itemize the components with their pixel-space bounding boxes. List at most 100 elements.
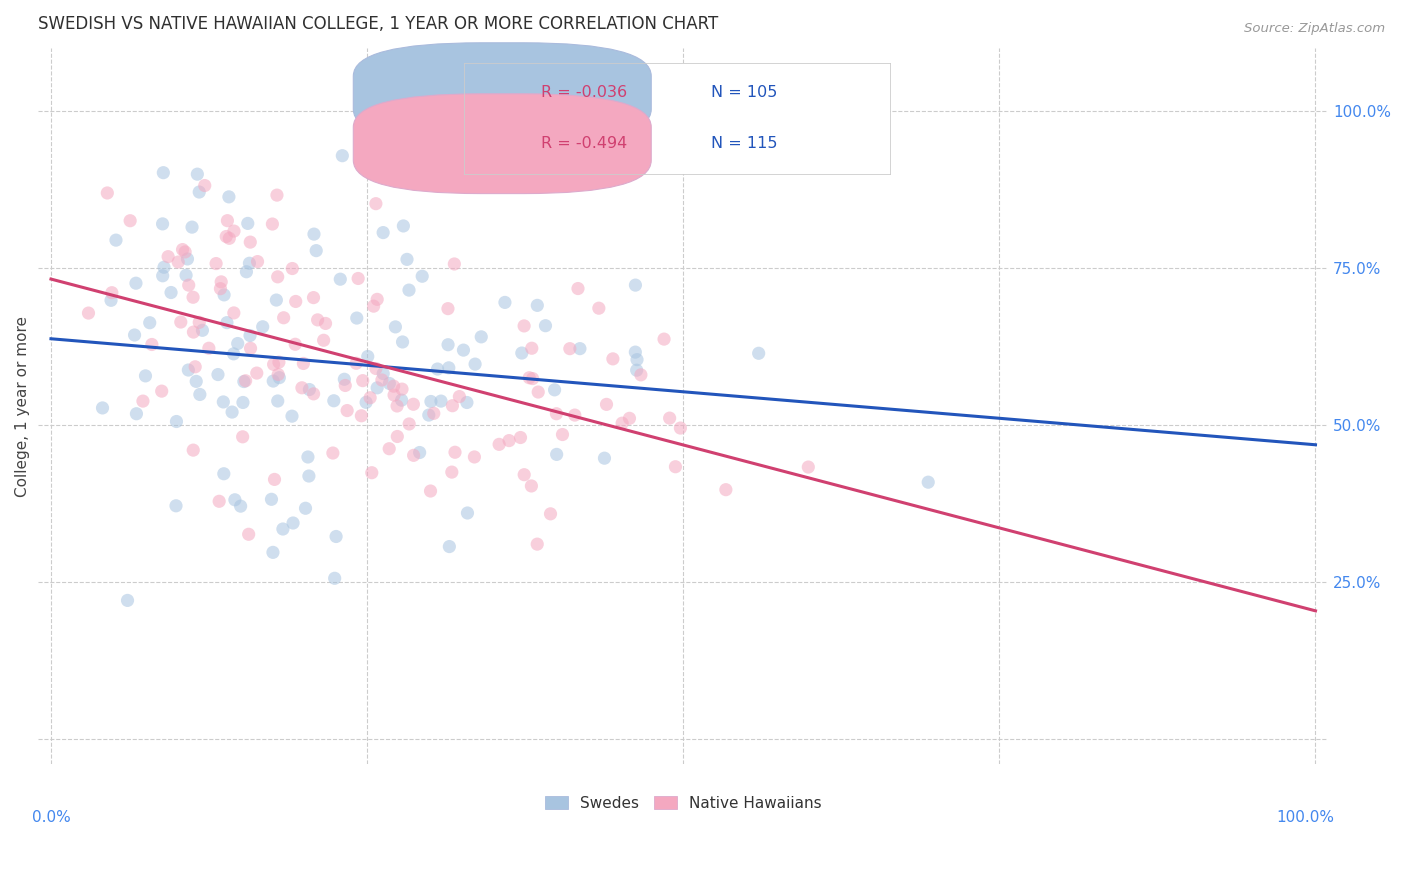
Point <box>229 499 252 513</box>
Point <box>188 387 211 401</box>
Point <box>239 342 262 356</box>
Point <box>212 395 235 409</box>
Point <box>284 337 307 351</box>
Point <box>124 328 146 343</box>
Point <box>568 342 591 356</box>
Point <box>382 388 405 402</box>
Point <box>540 507 562 521</box>
Point <box>165 499 187 513</box>
Point <box>714 483 737 497</box>
Point <box>281 261 304 276</box>
Point <box>302 387 325 401</box>
Point <box>520 479 543 493</box>
Point <box>226 336 249 351</box>
Point <box>273 310 295 325</box>
Point <box>212 288 235 302</box>
Text: Source: ZipAtlas.com: Source: ZipAtlas.com <box>1244 22 1385 36</box>
Point <box>222 347 245 361</box>
Point <box>329 272 352 286</box>
Point <box>546 447 568 461</box>
Point <box>262 545 284 559</box>
Point <box>141 337 163 351</box>
Point <box>209 275 232 289</box>
Point <box>246 254 269 268</box>
Point <box>188 315 211 329</box>
Text: SWEDISH VS NATIVE HAWAIIAN COLLEGE, 1 YEAR OR MORE CORRELATION CHART: SWEDISH VS NATIVE HAWAIIAN COLLEGE, 1 YE… <box>38 15 718 33</box>
Point <box>364 196 387 211</box>
Point <box>239 235 262 249</box>
Point <box>218 231 240 245</box>
Point <box>366 381 388 395</box>
Point <box>91 401 114 415</box>
Point <box>77 306 100 320</box>
Point <box>463 450 485 464</box>
Point <box>152 166 174 180</box>
Point <box>266 293 288 307</box>
Point <box>174 244 197 259</box>
Point <box>221 405 243 419</box>
Point <box>564 408 586 422</box>
Point <box>260 492 283 507</box>
Point <box>152 217 174 231</box>
Text: 0.0%: 0.0% <box>32 810 70 825</box>
Point <box>534 318 557 333</box>
Point <box>453 343 475 358</box>
Point <box>181 220 204 235</box>
Point <box>398 283 420 297</box>
Point <box>322 446 344 460</box>
Point <box>664 459 686 474</box>
Point <box>101 285 124 300</box>
Point <box>378 376 401 391</box>
Point <box>440 465 463 479</box>
Point <box>411 269 433 284</box>
Point <box>419 483 441 498</box>
Point <box>183 325 205 339</box>
Point <box>359 391 381 405</box>
Point <box>281 516 304 530</box>
Point <box>423 406 446 420</box>
Point <box>439 540 461 554</box>
Point <box>312 333 335 347</box>
Point <box>352 374 374 388</box>
Point <box>426 362 449 376</box>
Point <box>232 375 254 389</box>
Point <box>125 276 148 290</box>
Point <box>357 350 380 364</box>
Point <box>392 219 415 233</box>
Point <box>387 429 409 443</box>
Point <box>166 415 188 429</box>
Point <box>186 375 208 389</box>
Y-axis label: College, 1 year or more: College, 1 year or more <box>15 316 30 497</box>
Point <box>325 529 347 543</box>
Point <box>526 537 548 551</box>
Point <box>344 356 367 370</box>
Point <box>177 363 200 377</box>
Point <box>419 394 441 409</box>
Point <box>444 445 467 459</box>
Point <box>235 374 257 388</box>
Point <box>391 334 413 349</box>
Point <box>456 506 478 520</box>
Point <box>160 285 183 300</box>
Point <box>315 317 337 331</box>
Point <box>669 421 692 435</box>
Point <box>464 357 486 371</box>
Point <box>619 411 641 425</box>
Point <box>510 346 533 360</box>
Point <box>177 278 200 293</box>
Point <box>366 293 388 307</box>
Point <box>267 355 290 369</box>
Point <box>626 352 648 367</box>
Point <box>215 229 238 244</box>
Point <box>215 316 238 330</box>
Point <box>170 315 193 329</box>
Point <box>212 467 235 481</box>
Point <box>238 256 260 270</box>
Point <box>297 450 319 464</box>
Point <box>246 366 269 380</box>
Point <box>373 226 395 240</box>
Point <box>152 268 174 283</box>
Point <box>346 311 368 326</box>
Point <box>267 394 290 409</box>
Point <box>100 293 122 308</box>
